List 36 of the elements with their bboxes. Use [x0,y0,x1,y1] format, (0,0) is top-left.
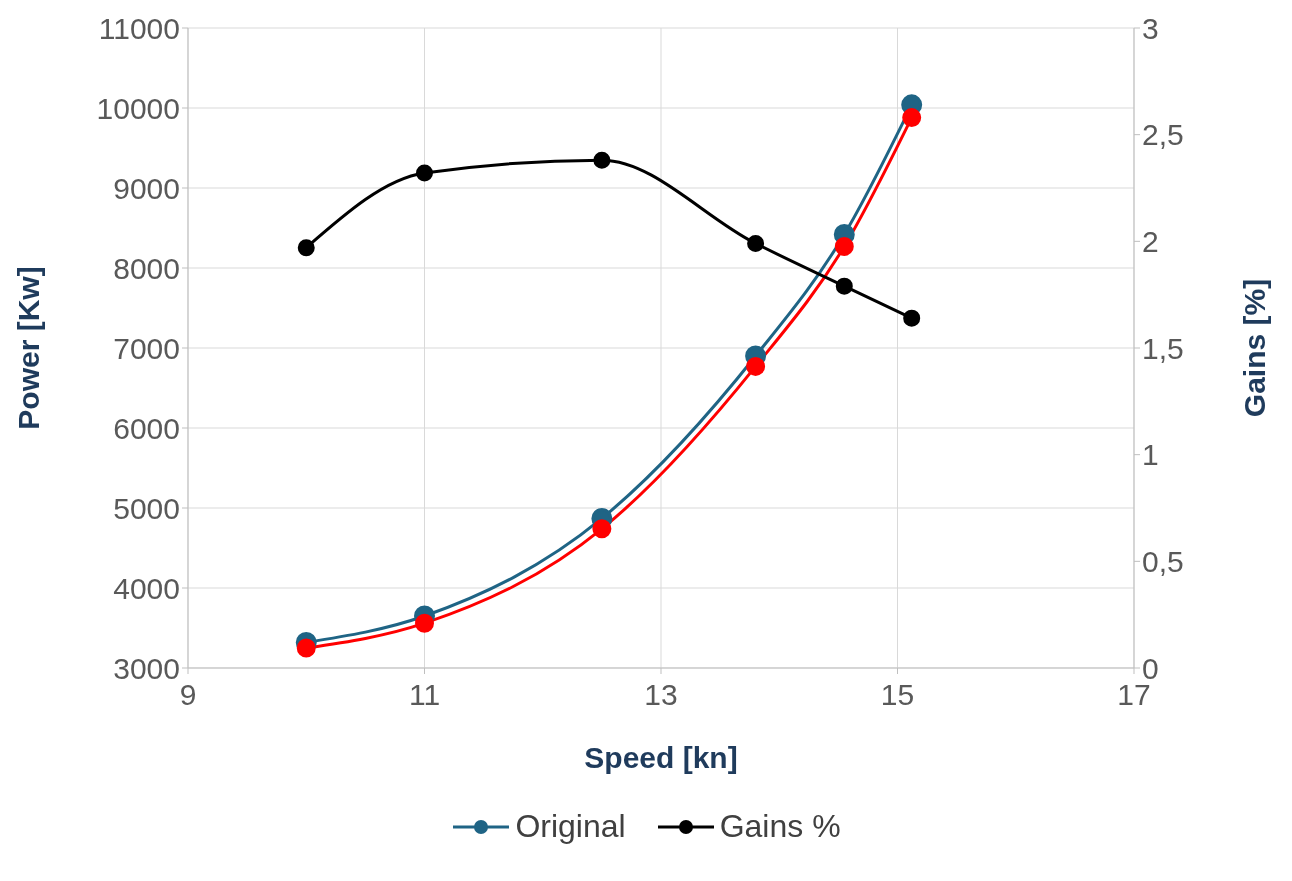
y2-axis-title: Gains [%] [1237,278,1271,418]
y-tick-label: 7000 [113,331,180,365]
y2-tick-label: 2 [1142,224,1159,258]
y2-tick-label: 0,5 [1142,544,1184,578]
y-tick-label: 6000 [113,411,180,445]
y2-tick-label: 1,5 [1142,331,1184,365]
y-tick-label: 10000 [96,91,180,125]
x-tick-label: 13 [644,678,678,712]
point [592,519,612,539]
y-tick-label: 11000 [98,11,180,45]
point [296,638,316,658]
legend-label: Gains % [719,808,841,845]
y-tick-label: 3000 [113,651,180,685]
x-tick-label: 11 [408,678,441,712]
y2-tick-label: 1 [1142,438,1159,472]
point [415,613,434,633]
y-tick-label: 8000 [113,251,180,285]
point [747,234,765,252]
y-tick-label: 5000 [113,491,180,525]
point [416,164,433,182]
y-tick-label: 4000 [113,571,180,605]
x-tick-label: 15 [880,678,915,712]
point [903,309,921,327]
legend-label: Original [515,808,626,845]
point [902,108,922,128]
x-axis-title: Speed [kn] [584,741,738,774]
point [297,239,315,257]
y2-tick-label: 3 [1142,11,1159,45]
point [746,356,766,376]
point [593,151,611,169]
y-axis-title: Power [Kw] [11,266,45,430]
point [835,277,853,295]
y2-tick-label: 2,5 [1142,118,1184,152]
x-tick-label: 9 [179,678,197,712]
point [834,236,854,256]
y-tick-label: 9000 [113,171,180,205]
